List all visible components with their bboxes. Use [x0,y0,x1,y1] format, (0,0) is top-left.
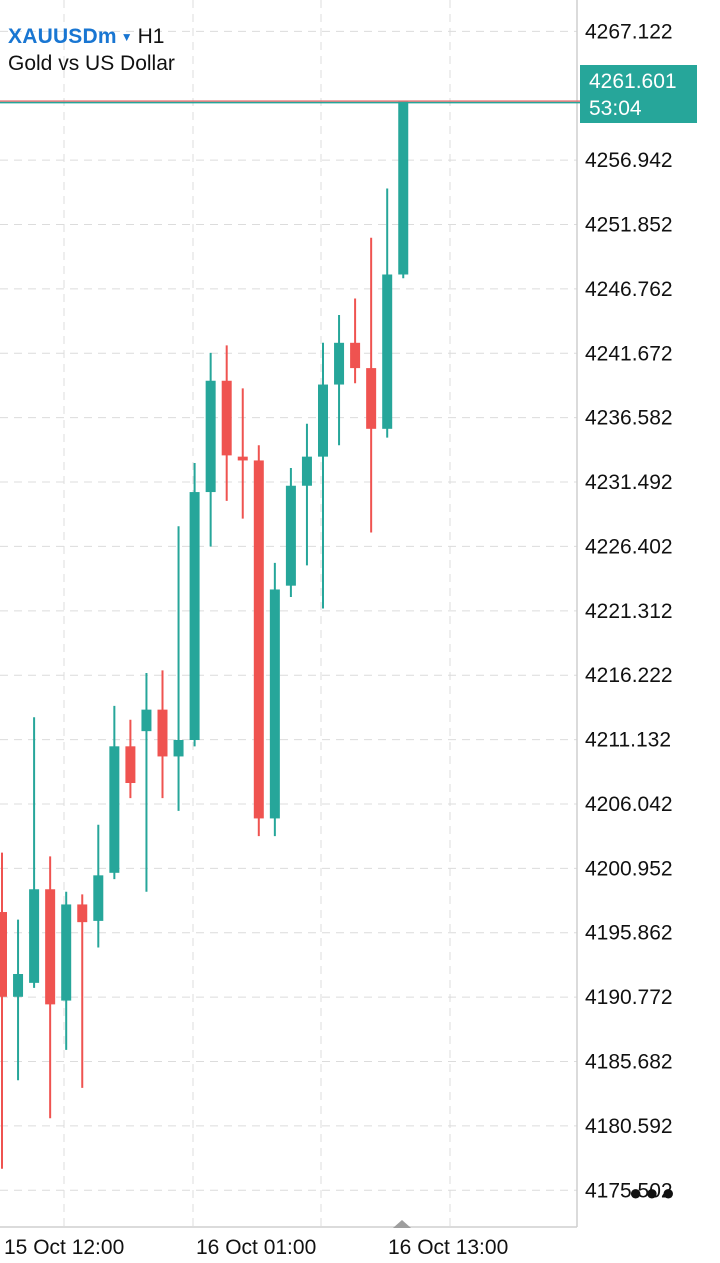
current-price-value: 4261.601 [589,70,677,93]
price-tick-label: 4195.862 [585,922,673,945]
bullish-candle [205,352,216,547]
bullish-candle [13,919,24,1081]
price-tick-label: 4216.222 [585,664,673,687]
bullish-candle [61,891,72,1050]
price-tick-label: 4221.312 [585,600,673,623]
candle-body [285,485,296,586]
price-tick-label: 4226.402 [585,535,673,558]
bearish-candle [45,856,56,1119]
price-tick-label: 4241.672 [585,342,673,365]
price-tick-label: 4211.132 [585,729,671,752]
symbol-dropdown-icon[interactable]: ▼ [120,30,133,44]
bullish-candle [398,101,409,279]
candle-body [205,380,216,493]
candle-body [173,739,184,757]
bullish-candle [173,526,184,811]
symbol-description: Gold vs US Dollar [8,52,175,75]
bearish-candle [0,852,7,1169]
current-price-line [0,100,580,104]
bearish-candle [77,894,88,1088]
candle-body [13,974,24,997]
candle-body [77,904,88,923]
symbol-name[interactable]: XAUUSDm [8,25,117,48]
bearish-candle [350,298,361,384]
bearish-candle [125,719,136,799]
bullish-candle [269,562,280,837]
time-tick-label: 16 Oct 13:00 [388,1236,508,1259]
timeframe-label[interactable]: H1 [137,25,165,48]
candle-body [61,904,72,1001]
candle-body [93,875,104,921]
bearish-candle [157,670,168,799]
bearish-candle [237,388,248,519]
bullish-candle [318,342,328,609]
candle-body [350,342,361,369]
candle-body [366,368,377,429]
candle-body [157,709,168,757]
bearish-candle [253,445,264,837]
price-tick-label: 4267.122 [585,20,673,43]
bullish-candle [382,188,393,438]
bar-countdown: 53:04 [589,97,642,120]
candles [0,101,409,1169]
candle-body [141,709,152,732]
price-tick-label: 4236.582 [585,407,673,430]
bullish-candle [141,672,152,892]
current-price-badge: 4261.601 53:04 [580,65,697,123]
price-tick-label: 4190.772 [585,986,673,1009]
time-axis[interactable]: 15 Oct 12:00 16 Oct 01:00 16 Oct 13:00 [4,1236,508,1259]
price-tick-label: 4206.042 [585,793,673,816]
candle-body [318,384,328,457]
bearish-candle [221,345,232,501]
price-tick-label: 4175.502 [585,1179,673,1202]
price-tick-label: 4200.952 [585,857,673,880]
bullish-candle [189,462,200,747]
bearish-candle [366,237,377,533]
candle-body [334,342,345,385]
price-tick-label: 4185.682 [585,1051,673,1074]
price-tick-label: 4180.592 [585,1115,673,1138]
bullish-candle [93,824,104,948]
candle-body [237,456,248,461]
candle-body [29,889,40,983]
price-axis[interactable]: 4267.122 4256.942 4251.852 4246.762 4241.672… [585,20,673,1202]
bullish-candle [29,717,40,988]
bullish-candle [109,705,120,880]
candle-body [221,380,232,456]
candle-body [109,746,120,873]
candle-body [45,889,56,1005]
candle-body [125,746,136,784]
bullish-candle [285,468,296,598]
price-tick-label: 4231.492 [585,471,673,494]
time-tick-label: 15 Oct 12:00 [4,1236,124,1259]
symbol-header[interactable]: XAUUSDm ▼ H1 [8,24,165,52]
candle-body [398,101,409,275]
time-scroll-marker-icon[interactable] [393,1220,411,1228]
more-options-icon[interactable]: ●●● [629,1180,678,1205]
candle-body [189,492,200,740]
price-tick-label: 4246.762 [585,278,673,301]
time-tick-label: 16 Oct 01:00 [196,1236,316,1259]
candle-body [0,912,7,997]
price-tick-label: 4251.852 [585,214,673,237]
bullish-candle [301,423,312,566]
bullish-candle [334,314,345,446]
candle-body [253,460,264,819]
grid-lines [0,0,577,1227]
candle-body [301,456,312,486]
price-tick-label: 4256.942 [585,149,673,172]
candle-body [269,589,280,819]
candle-body [382,274,393,429]
